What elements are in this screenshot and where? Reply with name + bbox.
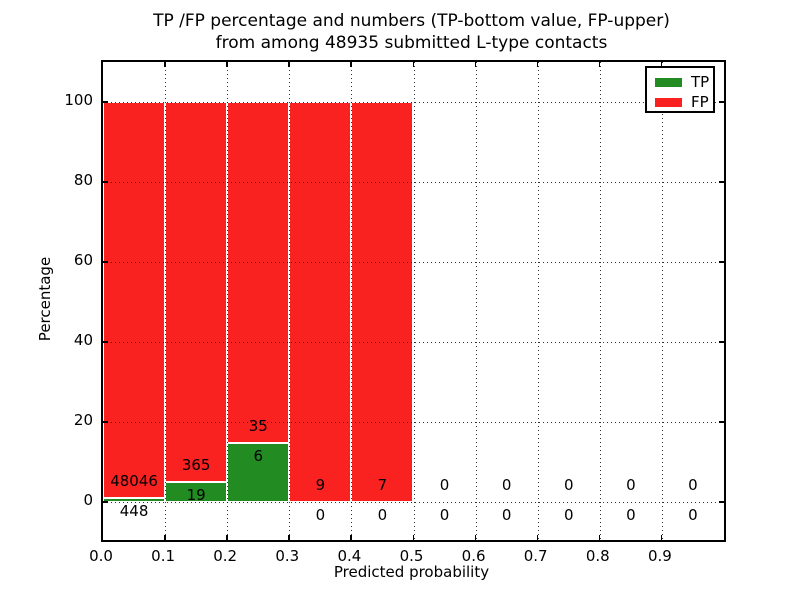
y-tick-mark: [103, 421, 108, 423]
x-axis-label: Predicted probability: [333, 563, 490, 581]
dotted-gridline-vertical: [475, 62, 477, 540]
bar-fp-segment: [165, 102, 228, 483]
fp-count-label: 35: [248, 417, 268, 436]
dotted-gridline-vertical: [289, 62, 291, 540]
dotted-gridline-vertical: [351, 62, 353, 540]
fp-color-swatch: [655, 97, 682, 107]
y-tick-label: 20: [73, 411, 93, 429]
x-tick-mark: [598, 535, 601, 540]
x-tick-mark: [288, 62, 290, 67]
y-tick-label: 60: [73, 251, 93, 269]
x-tick-mark: [412, 62, 414, 67]
tp-count-label: 0: [377, 506, 388, 524]
dotted-gridline-vertical: [165, 62, 167, 540]
tp-count-label: 0: [501, 506, 512, 524]
y-tick-mark: [103, 101, 108, 103]
legend: TP FP: [645, 66, 715, 113]
tp-count-label: 448: [119, 502, 149, 521]
tp-count-label: 0: [315, 506, 326, 524]
x-tick-label: 0.4: [337, 547, 362, 565]
tp-count-label: 19: [186, 486, 206, 505]
y-tick-mark: [103, 341, 108, 343]
tp-count-label: 6: [253, 447, 264, 466]
bar-fp-segment: [289, 102, 352, 502]
y-tick-mark: [103, 261, 108, 263]
fp-count-label: 0: [439, 476, 450, 494]
legend-label-fp: FP: [691, 93, 709, 111]
y-tick-mark: [719, 101, 724, 103]
x-tick-label: 0.2: [213, 547, 238, 565]
x-tick-mark: [474, 62, 477, 67]
fp-count-label: 0: [563, 476, 574, 494]
y-tick-label: 80: [73, 171, 93, 189]
tp-count-label: 0: [563, 506, 574, 524]
legend-label-tp: TP: [691, 73, 710, 91]
y-tick-label: 40: [73, 331, 93, 349]
dotted-gridline-vertical: [599, 62, 601, 540]
y-tick-label: 0: [83, 491, 93, 509]
fp-count-label: 48046: [110, 472, 158, 491]
x-tick-mark: [350, 62, 352, 67]
fp-count-label: 0: [501, 476, 512, 494]
chart-title-line2: from among 48935 submitted L-type contac…: [215, 33, 608, 53]
bar-fp-segment: [227, 102, 290, 444]
x-tick-mark: [660, 535, 663, 540]
legend-item-tp: TP: [655, 72, 713, 92]
x-tick-mark: [226, 535, 228, 540]
x-tick-label: 0.7: [523, 547, 548, 565]
fp-count-label: 9: [315, 476, 326, 494]
tp-count-label: 0: [439, 506, 450, 524]
chart-title-line1: TP /FP percentage and numbers (TP-bottom…: [153, 11, 670, 31]
x-tick-label: 0.3: [275, 547, 300, 565]
y-tick-mark: [719, 341, 724, 343]
y-tick-mark: [719, 421, 724, 423]
dotted-gridline-vertical: [537, 62, 539, 540]
dotted-gridline-vertical: [661, 62, 663, 540]
tp-color-swatch: [655, 77, 682, 87]
tp-count-label: 0: [688, 506, 698, 524]
fp-count-label: 0: [626, 476, 636, 494]
dotted-gridline-vertical: [227, 62, 229, 540]
x-tick-label: 0.0: [89, 547, 113, 565]
x-tick-mark: [412, 535, 414, 540]
x-tick-mark: [660, 62, 663, 67]
dotted-gridline-vertical: [413, 62, 415, 540]
fp-count-label: 365: [181, 456, 211, 475]
x-tick-label: 0.9: [647, 547, 672, 565]
y-tick-label: 100: [64, 91, 93, 109]
x-tick-label: 0.1: [151, 547, 176, 565]
x-tick-mark: [164, 62, 166, 67]
x-tick-mark: [598, 62, 601, 67]
x-tick-mark: [288, 535, 290, 540]
legend-item-fp: FP: [655, 92, 713, 112]
x-tick-mark: [164, 535, 166, 540]
y-tick-mark: [103, 501, 108, 503]
x-tick-mark: [536, 535, 539, 540]
x-tick-mark: [536, 62, 539, 67]
x-tick-label: 0.8: [585, 547, 610, 565]
y-tick-mark: [719, 181, 724, 183]
y-tick-mark: [103, 181, 108, 183]
y-tick-mark: [719, 501, 724, 503]
chart-title: TP /FP percentage and numbers (TP-bottom…: [101, 10, 722, 54]
x-tick-mark: [226, 62, 228, 67]
tp-count-label: 0: [626, 506, 636, 524]
x-tick-mark: [350, 535, 352, 540]
plot-area: 48046 448 365 19 35 6 9 0 7 0 0 0 0 0 0 0 0 0 0 0: [101, 60, 726, 542]
fp-count-label: 7: [377, 476, 388, 494]
bar-tp-segment: [227, 443, 290, 502]
fp-count-label: 0: [688, 476, 698, 494]
x-tick-label: 0.5: [399, 547, 424, 565]
x-tick-mark: [474, 535, 477, 540]
y-tick-mark: [719, 261, 724, 263]
bar-fp-segment: [103, 102, 166, 499]
x-tick-label: 0.6: [461, 547, 486, 565]
bar-tp-segment: [103, 498, 166, 502]
bar-fp-segment: [351, 102, 414, 502]
